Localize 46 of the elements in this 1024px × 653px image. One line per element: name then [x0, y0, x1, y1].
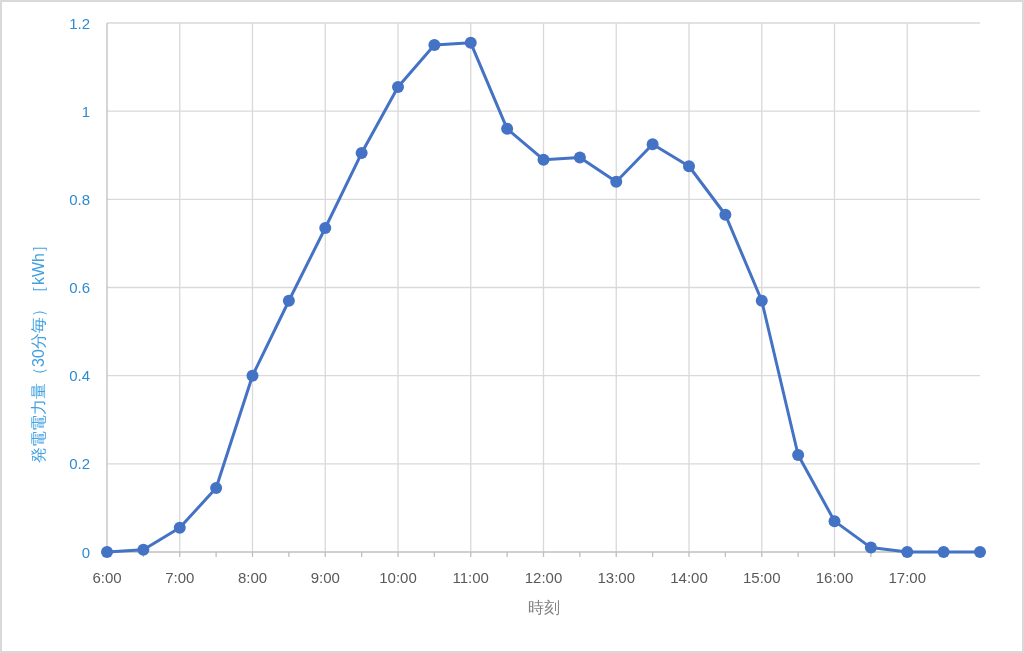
point: [610, 175, 623, 188]
point: [101, 546, 113, 558]
point: [392, 80, 404, 93]
y-tick-label: 0: [81, 543, 90, 561]
point: [355, 147, 368, 160]
x-tick-label: 12:00: [524, 568, 563, 586]
point: [501, 122, 514, 135]
point: [792, 449, 805, 462]
x-tick-label: 10:00: [379, 568, 417, 586]
x-tick-label: 7:00: [165, 568, 195, 586]
point: [210, 482, 223, 495]
point: [683, 160, 695, 173]
point: [319, 221, 332, 234]
x-tick-label: 14:00: [670, 568, 708, 586]
point: [537, 153, 550, 166]
x-tick-label: 11:00: [452, 568, 489, 586]
point: [573, 151, 586, 164]
y-tick-label: 1: [81, 102, 90, 120]
point: [755, 294, 768, 307]
x-tick-label: 17:00: [888, 568, 927, 586]
point: [137, 543, 150, 556]
y-tick-label: 0.4: [69, 367, 90, 385]
y-tick-label: 1.2: [69, 14, 90, 32]
point: [974, 546, 986, 558]
x-tick-label: 15:00: [742, 568, 781, 586]
point: [864, 541, 877, 554]
x-tick-label: 6:00: [92, 568, 122, 586]
y-tick-label: 0.6: [69, 279, 90, 296]
point: [901, 546, 914, 558]
point: [282, 294, 295, 307]
x-tick-label: 16:00: [815, 568, 854, 586]
point: [246, 369, 259, 382]
point: [937, 546, 950, 558]
x-tick-label: 9:00: [310, 568, 340, 586]
y-tick-label: 0.8: [69, 190, 90, 208]
y-tick-label: 0.2: [69, 455, 90, 473]
x-tick-label: 8:00: [237, 568, 268, 586]
x-axis-title: 時刻: [527, 598, 560, 616]
point: [464, 36, 477, 49]
point: [719, 208, 732, 221]
x-tick-label: 13:00: [597, 568, 636, 586]
y-axis-title: 発電電力量（30分毎）［kWh］: [29, 237, 47, 463]
point: [428, 39, 441, 52]
point: [646, 138, 659, 151]
point: [828, 515, 841, 528]
point: [173, 521, 186, 534]
